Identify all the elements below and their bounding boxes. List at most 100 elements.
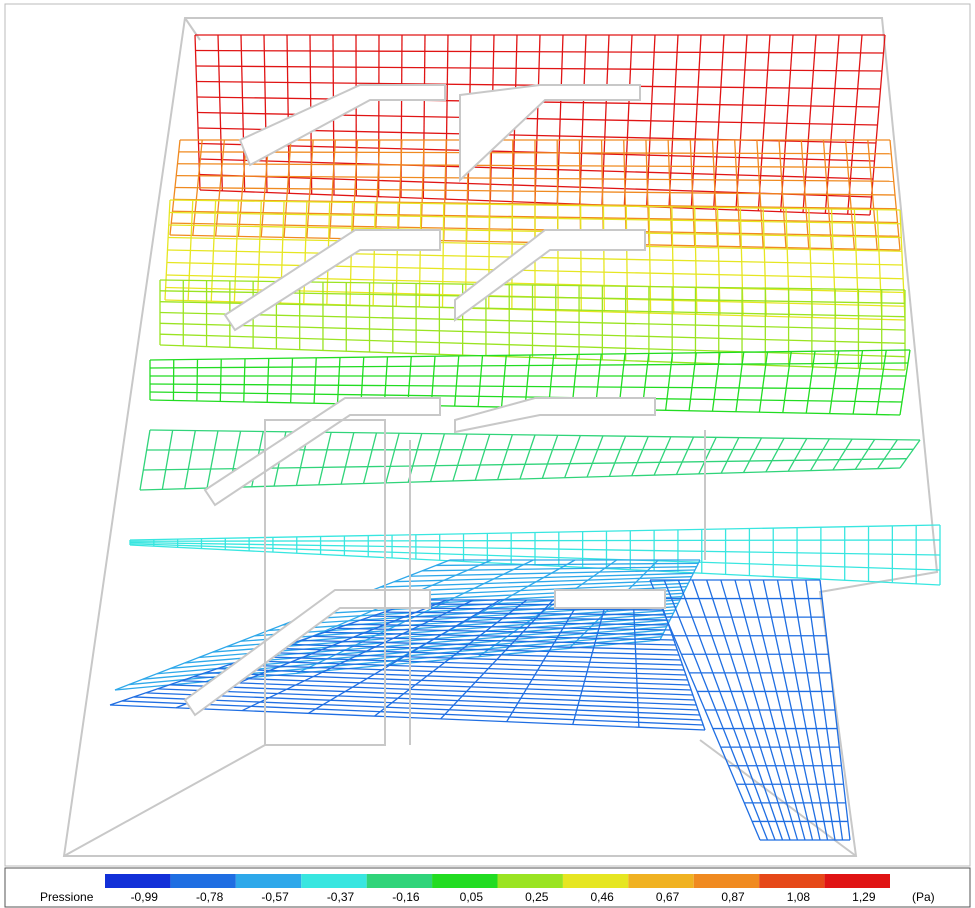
mesh-line [264, 651, 683, 666]
legend: Pressione (Pa) -0,99 -0,78 -0,57 -0,37 -0,16… [4, 867, 971, 908]
edge [184, 17, 201, 41]
mesh-plane [149, 349, 911, 416]
mesh-line [787, 438, 808, 472]
beam [183, 589, 431, 717]
mesh-line [159, 301, 906, 318]
mesh-line [362, 432, 378, 484]
mesh-line [181, 680, 695, 701]
mesh-line [348, 623, 671, 631]
legend-label: -0,57 [261, 890, 289, 904]
mesh-line [524, 354, 531, 408]
mesh-line [742, 437, 763, 473]
beam [554, 589, 666, 609]
mesh-line [374, 599, 528, 717]
mesh-line [196, 359, 199, 401]
legend-label: 0,67 [656, 890, 680, 904]
mesh-line [205, 672, 692, 691]
mesh-line [149, 349, 911, 361]
mesh-line [782, 351, 792, 413]
beam [459, 84, 641, 183]
mesh-line [735, 352, 745, 412]
mesh-line [572, 599, 608, 725]
mesh-line [219, 359, 222, 402]
mesh-line [195, 65, 883, 72]
legend-label: -0,37 [327, 890, 355, 904]
mesh-line [159, 322, 906, 344]
mesh-line [133, 696, 702, 721]
beam [454, 397, 656, 434]
mesh-line [664, 353, 674, 411]
mesh-line [173, 198, 897, 210]
mesh-line [161, 430, 174, 490]
mesh-line [632, 599, 640, 728]
mesh-line [474, 434, 491, 481]
mesh-line [176, 174, 894, 182]
mesh-line [653, 436, 672, 476]
mesh-line [288, 643, 680, 656]
legend-label: 0,25 [525, 890, 549, 904]
mesh-line [276, 647, 681, 661]
mesh-line [308, 599, 501, 714]
mesh-line [121, 700, 704, 726]
legend-swatch [432, 874, 498, 888]
mesh-line [149, 362, 909, 369]
mesh-line [452, 433, 468, 482]
legend-swatch [170, 874, 236, 888]
legend-label: -0,99 [131, 890, 159, 904]
mesh-line [440, 599, 554, 720]
beams [183, 84, 706, 746]
legend-label: -0,16 [392, 890, 420, 904]
mesh-line [805, 351, 816, 414]
mesh-line [169, 199, 901, 211]
mesh-line [500, 355, 507, 408]
mesh-line [139, 467, 901, 491]
mesh-line [177, 163, 893, 169]
mesh-line [139, 429, 151, 491]
legend-label: 1,08 [787, 890, 811, 904]
legend-swatch [562, 874, 629, 888]
mesh-line [229, 663, 688, 681]
mesh-line [675, 436, 695, 475]
mesh-line [217, 668, 690, 686]
mesh-line [114, 559, 451, 691]
mesh-line [711, 352, 721, 412]
mesh-line [360, 619, 669, 626]
legend-swatch [693, 874, 760, 888]
mesh-line [608, 435, 627, 477]
mesh-line [109, 704, 706, 731]
mesh-line [241, 659, 686, 676]
mesh-line [396, 607, 664, 611]
mesh-line [318, 432, 332, 485]
mesh-line [384, 611, 666, 616]
mesh-line [241, 599, 474, 712]
mesh-line [184, 430, 196, 489]
mesh-line [195, 49, 884, 54]
mesh-line [429, 433, 446, 482]
mesh-line [385, 433, 400, 484]
mesh-line [372, 615, 667, 621]
mesh-line [829, 350, 840, 414]
legend-swatch [105, 874, 171, 888]
mesh-line [174, 186, 896, 196]
legend-swatch [497, 874, 563, 888]
mesh-line [758, 351, 769, 413]
mesh-line [336, 627, 673, 636]
mesh-line [300, 639, 678, 651]
mesh-line [193, 676, 693, 696]
mesh-line [586, 435, 604, 478]
legend-swatch [235, 874, 302, 888]
mesh-line [145, 692, 700, 716]
mesh-line [324, 631, 674, 641]
mesh-line [477, 355, 484, 407]
mesh-line [899, 349, 911, 416]
edge [63, 744, 266, 857]
mesh-line [832, 438, 853, 471]
mesh-line [266, 358, 270, 403]
legend-unit: (Pa) [912, 890, 935, 904]
mesh-line [159, 344, 906, 371]
mesh-line [336, 357, 341, 404]
mesh-line [631, 436, 649, 477]
mesh-line [497, 434, 513, 480]
mesh-line [877, 439, 898, 470]
